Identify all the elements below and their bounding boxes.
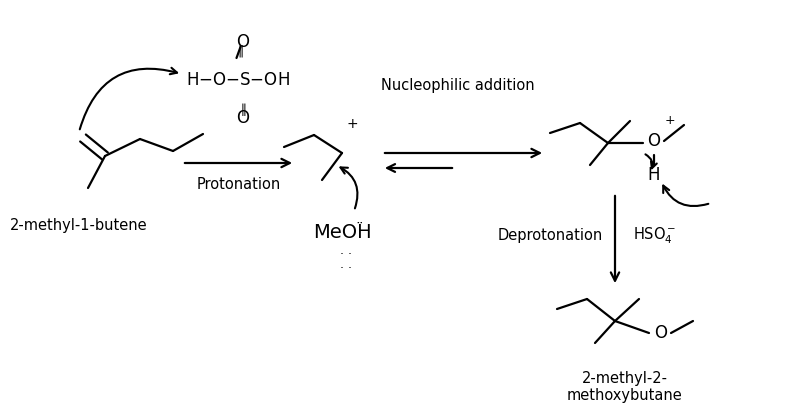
Text: ‖: ‖ [238, 102, 244, 115]
Text: H: H [648, 166, 660, 184]
Text: 2-methyl-1-butene: 2-methyl-1-butene [10, 218, 148, 233]
Text: O: O [237, 109, 250, 127]
Text: O: O [647, 132, 661, 150]
Text: HSO$_4^-$: HSO$_4^-$ [633, 225, 677, 246]
Text: O: O [654, 324, 667, 342]
Text: · ·: · · [340, 262, 352, 275]
Text: ‖: ‖ [238, 45, 244, 58]
Text: Protonation: Protonation [196, 177, 281, 192]
Text: · ·: · · [340, 248, 352, 262]
Text: 2-methyl-2-
methoxybutane: 2-methyl-2- methoxybutane [567, 371, 683, 403]
Text: H$-$O$-$S$-$OH: H$-$O$-$S$-$OH [186, 71, 290, 89]
Text: +: + [665, 115, 675, 127]
Text: MeOH: MeOH [313, 224, 371, 242]
Text: O: O [237, 33, 250, 51]
Text: ¨: ¨ [355, 222, 363, 237]
Text: Deprotonation: Deprotonation [498, 228, 603, 243]
Text: +: + [346, 117, 358, 131]
Text: Nucleophilic addition: Nucleophilic addition [381, 79, 535, 94]
